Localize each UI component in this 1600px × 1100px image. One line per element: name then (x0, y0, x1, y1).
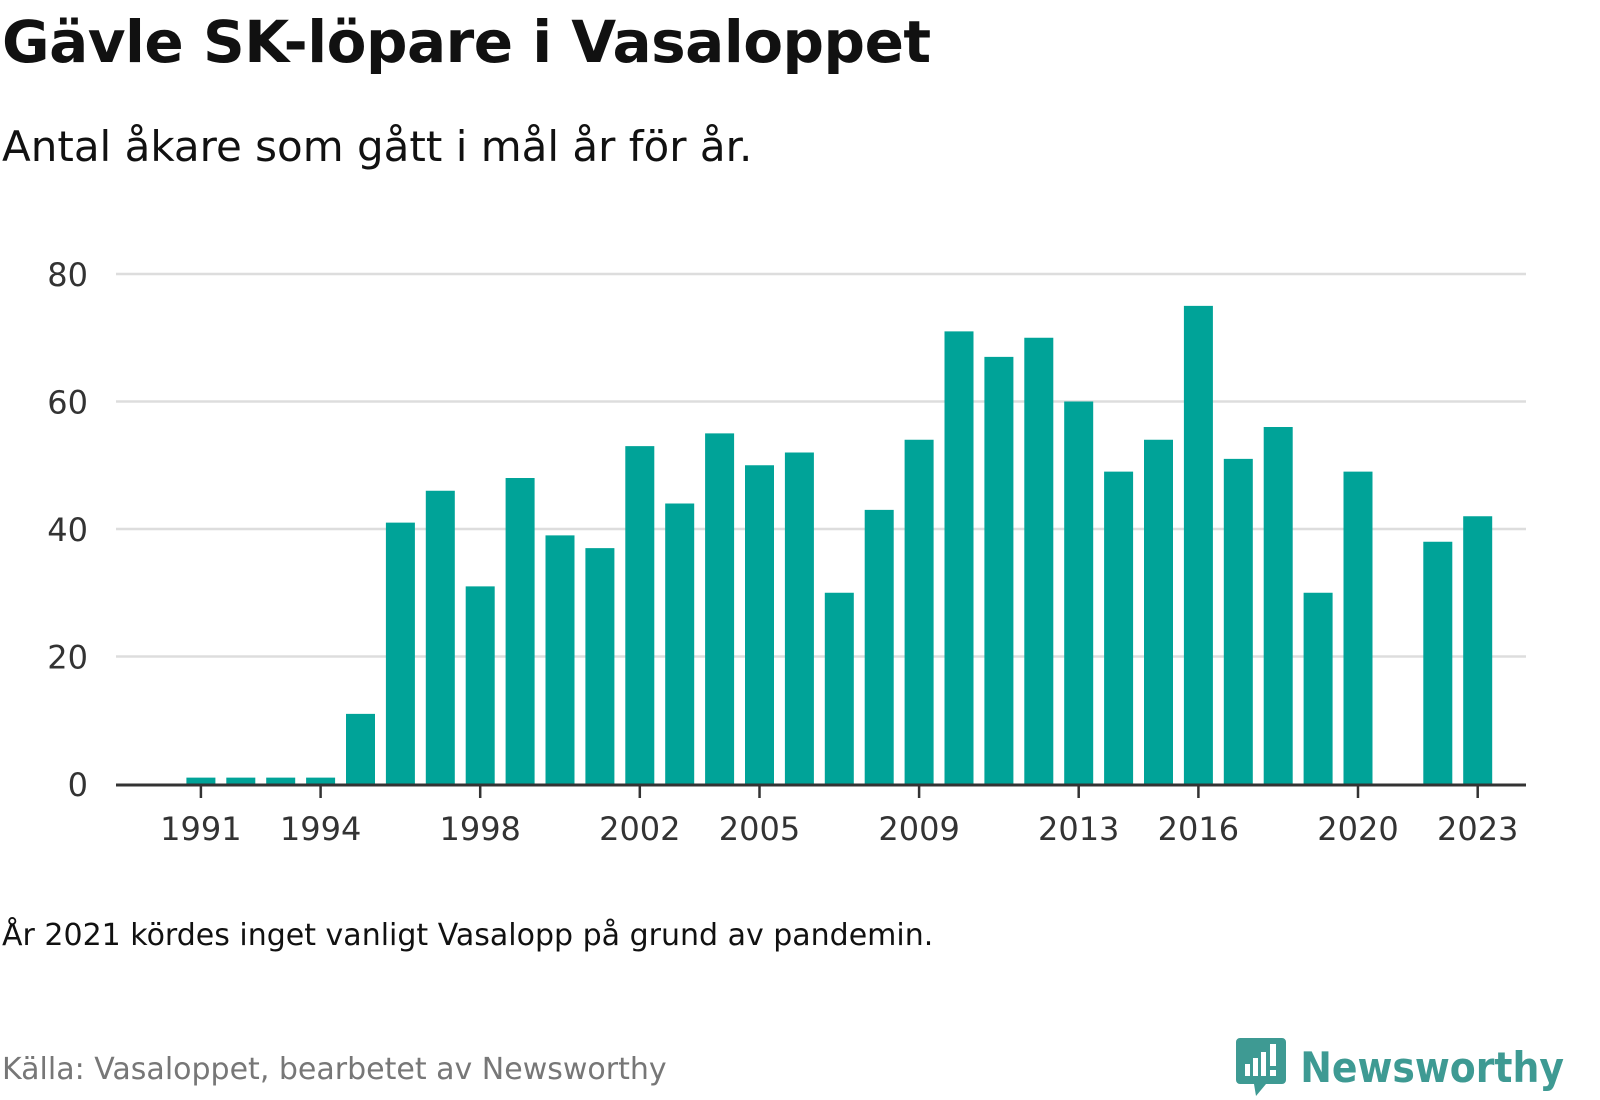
bar-2008 (864, 509, 894, 784)
bar-1992 (226, 777, 256, 784)
bar-1995 (346, 713, 375, 784)
y-tick-label: 0 (68, 766, 88, 804)
newsworthy-brand: Newsworthy (1236, 1038, 1564, 1096)
bar-1994 (306, 777, 336, 784)
bar-2009 (904, 439, 934, 784)
bar-2016 (1183, 305, 1213, 784)
chart-title: Gävle SK-löpare i Vasaloppet (2, 8, 931, 76)
bar-1999 (505, 478, 535, 784)
bars (186, 305, 1493, 784)
y-tick-label: 80 (47, 256, 88, 294)
footnote: År 2021 kördes inget vanligt Vasalopp på… (2, 918, 934, 953)
bar-2011 (984, 356, 1014, 784)
x-tick-label: 2023 (1437, 810, 1518, 848)
axes: 0 20 40 60 80 1991 1994 1998 2002 2005 2009 2013 201… (47, 256, 1526, 848)
y-tick-label: 40 (47, 511, 88, 549)
y-tick-label: 20 (47, 639, 88, 677)
x-tick-label: 2002 (599, 810, 680, 848)
bar-2022 (1423, 541, 1453, 784)
x-tick-label: 2013 (1038, 810, 1119, 848)
chart-subtitle: Antal åkare som gått i mål år för år. (2, 122, 753, 171)
x-tick-label: 2016 (1158, 810, 1239, 848)
bar-1996 (385, 522, 415, 784)
bar-2000 (545, 535, 575, 784)
x-tick-label: 2005 (719, 810, 800, 848)
bar-2002 (625, 446, 655, 784)
bar-2015 (1144, 439, 1173, 784)
bar-2005 (745, 465, 774, 784)
bar-2014 (1104, 471, 1134, 784)
y-tick-label: 60 (47, 384, 88, 422)
bar-2006 (784, 452, 814, 784)
bar-2017 (1223, 458, 1253, 784)
bar-1993 (266, 777, 296, 784)
bar-2010 (944, 331, 974, 784)
bar-2020 (1343, 471, 1373, 784)
x-tick-label: 1994 (280, 810, 361, 848)
newsworthy-logo-icon (1236, 1038, 1287, 1096)
brand-name: Newsworthy (1300, 1042, 1564, 1092)
bar-2012 (1024, 337, 1054, 784)
bar-2001 (585, 548, 615, 784)
bar-2003 (665, 503, 695, 784)
bar-2013 (1064, 401, 1094, 784)
bar-2007 (824, 592, 854, 784)
x-tick-label: 2009 (878, 810, 959, 848)
bar-1997 (425, 490, 455, 784)
bar-2004 (705, 433, 735, 784)
x-tick-label: 2020 (1317, 810, 1398, 848)
x-tick-label: 1998 (439, 810, 520, 848)
source-text: Källa: Vasaloppet, bearbetet av Newswort… (2, 1052, 667, 1087)
bar-chart: 0 20 40 60 80 1991 1994 1998 2002 2005 2009 2013 201… (47, 256, 1526, 848)
bar-1998 (465, 586, 495, 784)
bar-2023 (1463, 516, 1493, 784)
bar-2019 (1303, 592, 1333, 784)
bar-2018 (1263, 427, 1293, 784)
x-tick-label: 1991 (160, 810, 241, 848)
bar-1991 (186, 777, 216, 784)
